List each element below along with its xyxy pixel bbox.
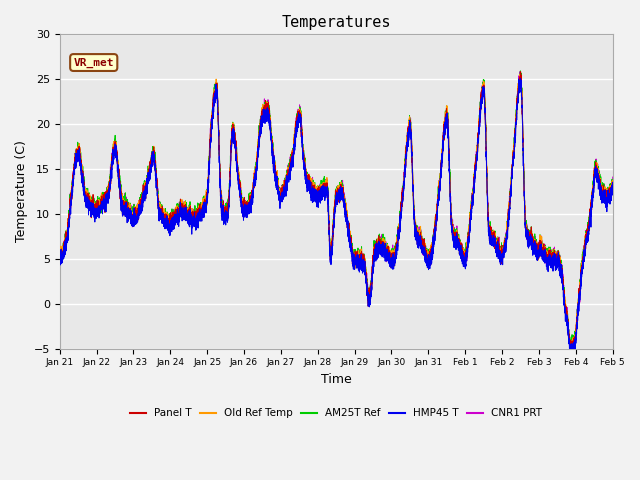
Title: Temperatures: Temperatures: [282, 15, 391, 30]
Text: VR_met: VR_met: [74, 58, 114, 68]
X-axis label: Time: Time: [321, 373, 351, 386]
Y-axis label: Temperature (C): Temperature (C): [15, 140, 28, 242]
Legend: Panel T, Old Ref Temp, AM25T Ref, HMP45 T, CNR1 PRT: Panel T, Old Ref Temp, AM25T Ref, HMP45 …: [126, 404, 546, 422]
